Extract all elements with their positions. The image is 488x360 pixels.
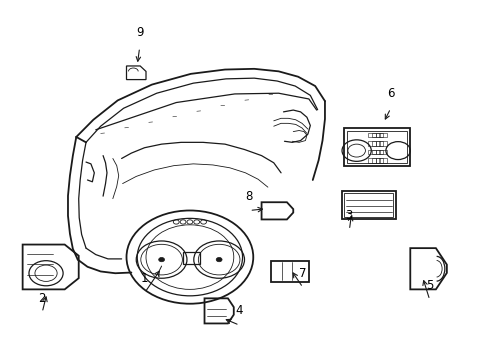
Text: 9: 9 xyxy=(136,26,143,40)
Circle shape xyxy=(158,257,164,262)
Text: 8: 8 xyxy=(245,190,253,203)
Text: 7: 7 xyxy=(299,267,306,280)
Text: 5: 5 xyxy=(425,279,432,292)
Text: 4: 4 xyxy=(235,304,243,318)
Text: 1: 1 xyxy=(141,272,148,285)
Text: 6: 6 xyxy=(386,87,394,100)
Text: 3: 3 xyxy=(345,209,352,222)
Text: 2: 2 xyxy=(39,292,46,305)
Circle shape xyxy=(216,257,222,262)
